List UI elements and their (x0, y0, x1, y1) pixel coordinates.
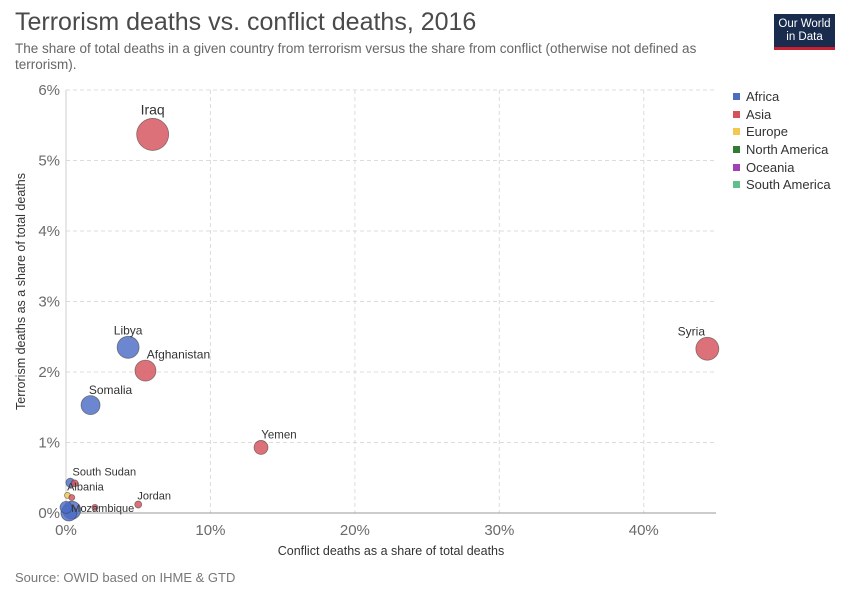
legend-label: Asia (746, 106, 772, 122)
point-label: Yemen (261, 429, 296, 441)
chart-subtitle: The share of total deaths in a given cou… (15, 41, 697, 72)
logo-line-1: Our World (778, 18, 831, 30)
y-axis-title: Terrorism deaths as a share of total dea… (14, 173, 28, 410)
legend-item-south-america[interactable]: South America (733, 176, 831, 194)
y-tick-label: 4% (38, 223, 60, 240)
point-label: Albania (67, 481, 105, 493)
source-note: Source: OWID based on IHME & GTD (15, 570, 236, 585)
point-label: Iraq (141, 101, 165, 117)
point-label: Mozambique (71, 503, 134, 515)
y-tick-label: 1% (38, 435, 60, 452)
point-libya (116, 335, 140, 359)
point-label: South Sudan (73, 467, 137, 479)
y-tick-label: 6% (38, 82, 60, 99)
point-unlabeled (91, 503, 99, 511)
point-syria (695, 336, 720, 361)
y-tick-label: 2% (38, 364, 60, 381)
point-iraq (136, 118, 170, 151)
legend-swatch (733, 128, 740, 136)
legend-swatch (733, 163, 740, 171)
point-label: Syria (678, 325, 706, 339)
x-axis-title: Conflict deaths as a share of total deat… (278, 544, 505, 558)
legend-label: Africa (746, 89, 780, 105)
point-label: Jordan (137, 491, 171, 503)
x-tick-label: 20% (340, 522, 370, 539)
point-label: Afghanistan (147, 348, 210, 362)
legend-label: Europe (746, 124, 788, 140)
legend-swatch (733, 110, 740, 118)
chart-title: Terrorism deaths vs. conflict deaths, 20… (15, 8, 477, 36)
legend: Africa Asia Europe North America Oceania… (733, 88, 831, 194)
owid-logo[interactable]: Our World in Data (774, 14, 835, 50)
legend-item-africa[interactable]: Africa (733, 88, 831, 106)
legend-swatch (733, 181, 740, 189)
x-tick-label: 10% (195, 522, 225, 539)
point-unlabeled (70, 479, 79, 488)
legend-item-north-america[interactable]: North America (733, 141, 831, 159)
point-unlabeled (68, 494, 76, 501)
x-tick-label: 0% (55, 522, 77, 539)
point-label: Libya (114, 323, 143, 337)
point-unlabeled (59, 500, 73, 514)
y-tick-label: 0% (38, 505, 60, 522)
legend-swatch (733, 93, 740, 101)
point-label: Somalia (89, 383, 133, 397)
legend-label: Oceania (746, 159, 795, 175)
point-afghanistan (134, 359, 157, 382)
point-somalia (80, 395, 101, 416)
point-yemen (253, 440, 269, 455)
x-tick-label: 40% (629, 522, 659, 539)
y-tick-label: 3% (38, 294, 60, 311)
logo-line-2: in Data (786, 31, 823, 43)
point-jordan (134, 500, 143, 509)
legend-label: North America (746, 142, 829, 158)
x-tick-label: 30% (484, 522, 514, 539)
legend-item-asia[interactable]: Asia (733, 106, 831, 124)
y-tick-label: 5% (38, 153, 60, 170)
legend-item-europe[interactable]: Europe (733, 123, 831, 141)
legend-label: South America (746, 177, 831, 193)
legend-swatch (733, 146, 740, 154)
legend-item-oceania[interactable]: Oceania (733, 158, 831, 176)
